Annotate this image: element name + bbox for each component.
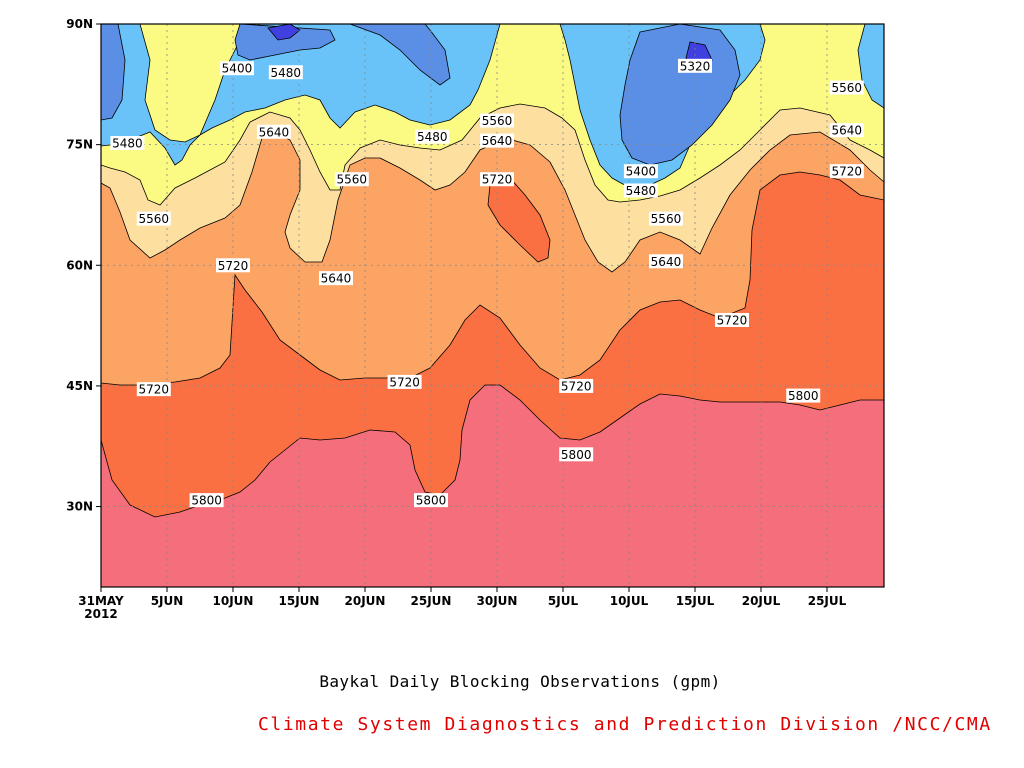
contour-label: 5480	[417, 130, 448, 144]
contour-label-box	[334, 172, 369, 187]
contour-label-box	[480, 133, 514, 148]
contour-label-box	[216, 258, 250, 273]
x-tick-label: 10JUL	[610, 594, 649, 608]
contour-label: 5800	[788, 389, 819, 403]
contour-label: 5640	[259, 125, 290, 139]
contour-label-box	[480, 113, 514, 128]
contour-label-box	[623, 183, 658, 198]
band-5400-5480	[101, 24, 501, 166]
contour-label-box	[559, 447, 594, 462]
contour-label: 5480	[626, 184, 657, 198]
plot-frame	[100, 23, 885, 588]
contour-label-box	[136, 382, 171, 397]
contour-label: 5800	[561, 448, 592, 462]
contour-label-box	[829, 164, 864, 179]
contour-label: 5320	[680, 59, 711, 73]
band-5400-5480-c	[857, 24, 884, 109]
contour-label: 5720	[561, 379, 592, 393]
contour-label: 5560	[139, 212, 170, 226]
contour-label-box	[318, 271, 353, 286]
contour-label-box	[480, 172, 514, 187]
axis-layer: 5JUN 10JUN 15JUN 20JUN 25JUN 30JUN 5JUL 10JUL 15…	[66, 17, 885, 621]
x-tick-label: 20JUL	[742, 594, 781, 608]
y-tick-label: 90N	[66, 17, 93, 31]
x-tick-label: 10JUN	[213, 594, 254, 608]
x-tick-label: 20JUN	[345, 594, 386, 608]
contour-label: 5560	[832, 81, 863, 95]
contour-label: 5720	[139, 383, 170, 397]
contour-label-layer: 5400 5480 5320 5480 5640 5480 5560 5640 5560 5640…	[110, 58, 864, 508]
x-tick-label: 25JUL	[808, 594, 847, 608]
band-5320-5400-b	[234, 24, 451, 86]
band-below-5320	[267, 24, 301, 41]
x-tick-label: 15JUN	[279, 594, 320, 608]
contour-label-box	[786, 388, 821, 403]
contour-label: 5720	[717, 313, 748, 327]
x-tick-label: 5JUN	[151, 594, 184, 608]
contour-label-box	[387, 374, 422, 389]
x-tick-label-year: 2012	[84, 607, 117, 621]
contour-label: 5640	[832, 124, 863, 138]
contour-label: 5480	[271, 66, 302, 80]
contour-label: 5640	[482, 134, 513, 148]
contour-label-box	[414, 493, 448, 508]
contour-label-box	[415, 129, 450, 144]
contour-label-box	[623, 164, 658, 179]
contour-label: 5400	[222, 62, 253, 76]
contour-label-box	[829, 123, 864, 138]
y-tick-label: 75N	[66, 138, 93, 152]
contour-label: 5560	[482, 114, 513, 128]
contour-label-box	[256, 124, 291, 139]
contour-label: 5560	[337, 173, 368, 187]
x-tick-label: 15JUL	[676, 594, 715, 608]
contour-label-box	[648, 211, 683, 226]
contour-label-box	[110, 136, 145, 151]
contour-label: 5560	[651, 212, 682, 226]
y-tick-label: 45N	[66, 379, 93, 393]
contour-label: 5720	[482, 173, 513, 187]
contour-label: 5720	[389, 375, 420, 389]
contour-label-box	[189, 493, 224, 508]
contour-label-box	[648, 254, 683, 269]
x-tick-label-start: 31MAY	[78, 594, 124, 608]
contour-label-box	[714, 312, 749, 327]
x-tick-label: 25JUN	[411, 594, 452, 608]
y-tick-label: 30N	[66, 500, 93, 514]
contour-label: 5800	[191, 494, 222, 508]
contour-label-box	[829, 80, 864, 95]
contour-label: 5720	[832, 165, 863, 179]
y-tick-label: 60N	[66, 258, 93, 272]
contour-label-box	[219, 61, 254, 76]
band-5320-5400	[101, 24, 126, 121]
chart-title: Baykal Daily Blocking Observations (gpm)	[319, 672, 721, 691]
x-tick-label: 30JUN	[477, 594, 518, 608]
contour-label: 5480	[112, 137, 143, 151]
contour-label-box	[559, 378, 594, 393]
chart-credit: Climate System Diagnostics and Predictio…	[258, 714, 992, 735]
x-tick-label: 5JUL	[548, 594, 579, 608]
contour-label-box	[136, 211, 171, 226]
contour-label: 5640	[321, 272, 352, 286]
band-5720-island	[487, 177, 551, 263]
contour-label: 5800	[416, 494, 447, 508]
contour-label-box	[678, 58, 712, 73]
contour-label: 5720	[218, 259, 249, 273]
contour-label-box	[268, 65, 303, 80]
contour-label: 5640	[651, 255, 682, 269]
contour-label: 5400	[626, 165, 657, 179]
